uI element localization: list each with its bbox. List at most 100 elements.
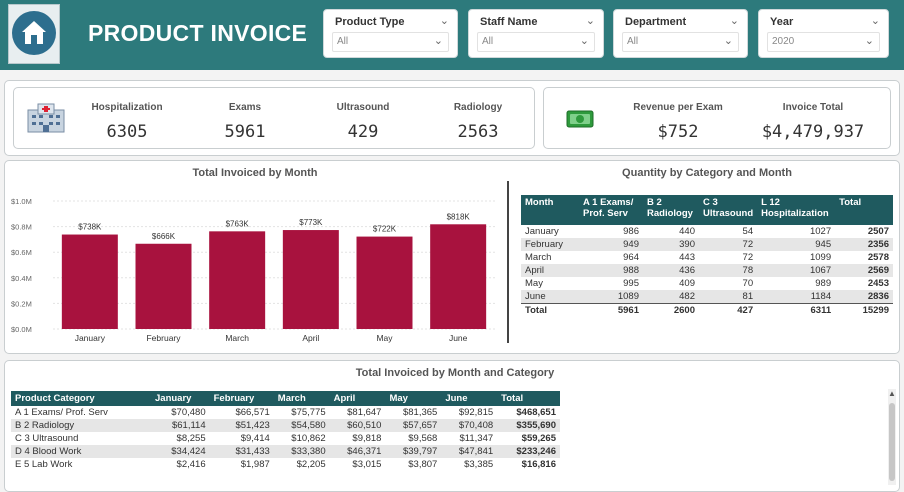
page-title: PRODUCT INVOICE <box>88 20 308 46</box>
value-cell: 54 <box>742 226 754 237</box>
table-row[interactable]: May 995 409 70 989 2453 <box>521 277 893 290</box>
value-cell: $61,114 <box>151 419 210 432</box>
column-header[interactable]: Total <box>835 195 893 225</box>
x-tick-label: January <box>75 333 106 343</box>
chevron-down-icon[interactable]: ⌄ <box>585 15 595 27</box>
total-row[interactable]: Total 5961 2600 427 6311 15299 <box>521 303 893 317</box>
value-cell: 945 <box>757 238 836 251</box>
table-row[interactable]: A 1 Exams/ Prof. Serv $70,480 $66,571 $75,7… <box>11 406 560 419</box>
category-cell: C 3 Ultrasound <box>15 433 79 444</box>
category-cell: E 5 Lab Work <box>15 459 73 470</box>
scrollbar-thumb[interactable] <box>889 403 895 481</box>
column-header[interactable]: Month <box>521 195 579 225</box>
value-cell: $9,414 <box>240 433 270 444</box>
value-cell: $70,480 <box>171 407 206 418</box>
vertical-scrollbar[interactable]: ▲ <box>888 389 896 485</box>
table-row[interactable]: E 5 Lab Work $2,416 $1,987 $2,205 $3,015 $3,8… <box>11 458 560 471</box>
total-cell: 2356 <box>835 238 893 251</box>
value-cell: $11,347 <box>459 433 494 444</box>
column-header[interactable]: B 2 Radiology <box>643 195 699 225</box>
monthly-panel: Total Invoiced by Month $0.0M $0.2M $0.4M $… <box>4 160 900 354</box>
category-table-header: Product Category January February March … <box>11 391 560 406</box>
category-panel: Total Invoiced by Month and Category Pro… <box>4 360 900 492</box>
data-label: $722K <box>373 225 397 234</box>
hospitalization-value: 6305 <box>106 122 148 142</box>
category-table-container: Product Category January February March … <box>11 391 560 471</box>
total-cell: 2836 <box>835 290 893 304</box>
hospitalization-label: Hospitalization <box>91 102 163 113</box>
column-header[interactable]: Total <box>497 391 560 406</box>
volume-kpi-card: Hospitalization 6305 Exams 5961 Ultrasou… <box>13 87 535 149</box>
value-cell: $2,416 <box>176 459 206 470</box>
month-cell: June <box>521 290 579 304</box>
table-row[interactable]: February 949 390 72 945 2356 <box>521 238 893 251</box>
column-header[interactable]: June <box>441 391 498 406</box>
column-header[interactable]: L 12 Hospitalization <box>757 195 836 225</box>
x-tick-label: March <box>225 333 249 343</box>
chevron-down-icon[interactable]: ⌄ <box>723 35 733 47</box>
value-cell: $81,365 <box>402 407 438 418</box>
value-cell: $31,433 <box>209 445 274 458</box>
value-cell: 1184 <box>757 290 836 304</box>
chevron-down-icon[interactable]: ⌄ <box>579 35 589 47</box>
product-type-dropdown[interactable]: All ⌄ <box>332 32 449 52</box>
column-header[interactable]: February <box>209 391 274 406</box>
table-row[interactable]: C 3 Ultrasound $8,255 $9,414 $10,862 $9,818 $… <box>11 432 560 445</box>
column-header[interactable]: March <box>273 391 330 406</box>
value-cell: $34,424 <box>151 445 210 458</box>
money-icon <box>566 110 594 133</box>
table-row[interactable]: March 964 443 72 1099 2578 <box>521 251 893 264</box>
column-header[interactable]: A 1 Exams/ Prof. Serv <box>579 195 643 225</box>
total-cell: 427 <box>699 303 758 317</box>
year-dropdown[interactable]: 2020 ⌄ <box>767 32 880 52</box>
quantity-table-header: Month A 1 Exams/ Prof. Serv B 2 Radiolog… <box>521 195 893 225</box>
bar <box>209 231 266 329</box>
category-cell: D 4 Blood Work <box>11 445 151 458</box>
scroll-up-icon[interactable]: ▲ <box>888 389 896 398</box>
value-cell: 1067 <box>757 264 836 277</box>
column-header[interactable]: April <box>329 391 386 406</box>
column-header[interactable]: C 3 Ultrasound <box>699 195 758 225</box>
bar <box>282 230 339 329</box>
product-type-slicer[interactable]: Product Type ⌄ All ⌄ <box>323 9 458 58</box>
chevron-down-icon[interactable]: ⌄ <box>729 15 739 27</box>
chevron-down-icon[interactable]: ⌄ <box>870 15 880 27</box>
chevron-down-icon[interactable]: ⌄ <box>864 35 874 47</box>
value-cell: 72 <box>742 252 754 263</box>
column-header[interactable]: May <box>385 391 442 406</box>
table-row[interactable]: B 2 Radiology $61,114 $51,423 $54,580 $60,51… <box>11 419 560 432</box>
column-header[interactable]: January <box>151 391 210 406</box>
department-label: Department <box>625 16 687 28</box>
table-row[interactable]: D 4 Blood Work $34,424 $31,433 $33,380 $46,3… <box>11 445 560 458</box>
staff-name-value: All <box>482 36 494 47</box>
revenue-per-exam-label: Revenue per Exam <box>633 102 723 113</box>
value-cell: 81 <box>699 290 758 304</box>
revenue-per-exam-value: $752 <box>657 122 699 142</box>
table-row[interactable]: January 986 440 54 1027 2507 <box>521 225 893 238</box>
value-cell: $47,841 <box>441 445 498 458</box>
staff-name-slicer[interactable]: Staff Name ⌄ All ⌄ <box>468 9 604 58</box>
staff-name-dropdown[interactable]: All ⌄ <box>477 32 595 52</box>
table-row[interactable]: April 988 436 78 1067 2569 <box>521 264 893 277</box>
value-cell: $57,657 <box>385 419 442 432</box>
value-cell: $81,647 <box>347 407 382 418</box>
staff-name-label: Staff Name <box>480 16 538 28</box>
value-cell: 78 <box>699 264 758 277</box>
grand-total-cell: 15299 <box>835 303 893 317</box>
value-cell: $60,510 <box>329 419 386 432</box>
total-cell: 2578 <box>867 252 889 263</box>
column-header[interactable]: Product Category <box>11 391 151 406</box>
table-row[interactable]: June 1089 482 81 1184 2836 <box>521 290 893 304</box>
department-dropdown[interactable]: All ⌄ <box>622 32 739 52</box>
value-cell: 964 <box>623 252 639 263</box>
x-tick-label: April <box>302 333 319 343</box>
department-slicer[interactable]: Department ⌄ All ⌄ <box>613 9 748 58</box>
bar <box>430 224 487 329</box>
value-cell: $46,371 <box>329 445 386 458</box>
year-slicer[interactable]: Year ⌄ 2020 ⌄ <box>758 9 889 58</box>
value-cell: 1089 <box>579 290 643 304</box>
chevron-down-icon[interactable]: ⌄ <box>439 15 449 27</box>
chevron-down-icon[interactable]: ⌄ <box>433 35 443 47</box>
chart-title: Total Invoiced by Month <box>192 167 318 179</box>
total-cell: 5961 <box>579 303 643 317</box>
